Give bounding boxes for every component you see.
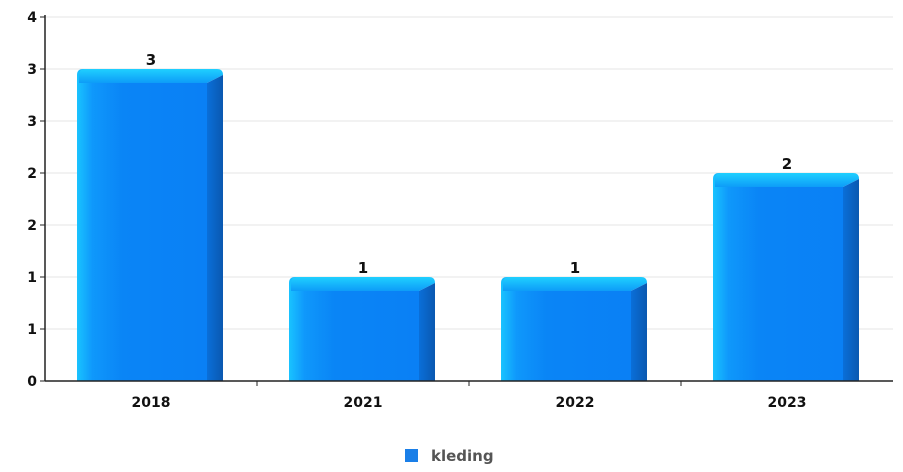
x-tick-label: 2021 — [344, 395, 383, 411]
y-tick-label: 1 — [27, 322, 37, 338]
x-tick-label: 2018 — [132, 395, 171, 411]
y-tick-label: 2 — [27, 166, 37, 182]
bars — [77, 69, 859, 381]
data-label: 1 — [570, 259, 580, 277]
y-tick-label: 0 — [27, 374, 37, 390]
y-tick-label: 3 — [27, 62, 37, 78]
axes — [40, 15, 893, 386]
bar-side — [843, 179, 859, 381]
data-label: 2 — [782, 155, 792, 173]
labels: 0 1 1 2 2 3 3 4 3 2018 1 2021 1 2022 2 2023 — [27, 10, 806, 411]
legend: kleding — [405, 447, 494, 465]
bar-side — [419, 283, 435, 381]
bar-2021 — [289, 277, 435, 381]
bar-top — [79, 69, 223, 83]
data-label: 3 — [146, 51, 156, 69]
bar-face — [289, 277, 419, 381]
bar-face — [77, 69, 207, 381]
legend-swatch — [405, 449, 418, 462]
y-tick-label: 4 — [27, 10, 37, 26]
bar-face — [501, 277, 631, 381]
bar-side — [631, 283, 647, 381]
bar-side — [207, 75, 223, 381]
bar-top — [715, 173, 859, 187]
y-tick-label: 2 — [27, 218, 37, 234]
x-tick-label: 2023 — [768, 395, 807, 411]
bar-2018 — [77, 69, 223, 381]
bar-top — [503, 277, 647, 291]
bar-2022 — [501, 277, 647, 381]
y-tick-label: 3 — [27, 114, 37, 130]
x-tick-label: 2022 — [556, 395, 595, 411]
bar-face — [713, 173, 843, 381]
bar-top — [291, 277, 435, 291]
y-tick-label: 1 — [27, 270, 37, 286]
bar-2023 — [713, 173, 859, 381]
data-label: 1 — [358, 259, 368, 277]
legend-label: kleding — [431, 447, 494, 465]
